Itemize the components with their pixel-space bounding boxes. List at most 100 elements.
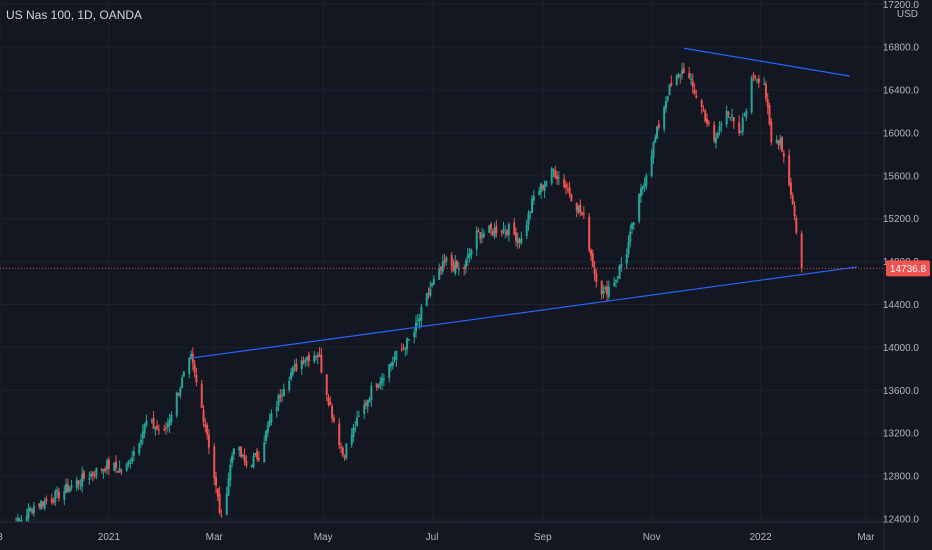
- candle[interactable]: [200, 379, 203, 409]
- candle[interactable]: [514, 227, 517, 247]
- candle[interactable]: [739, 130, 742, 135]
- candle[interactable]: [632, 221, 635, 231]
- candle[interactable]: [704, 108, 707, 123]
- candle[interactable]: [275, 400, 278, 418]
- candle[interactable]: [306, 356, 309, 366]
- candle[interactable]: [668, 84, 671, 96]
- candle[interactable]: [131, 450, 134, 465]
- candle[interactable]: [482, 229, 485, 239]
- candle[interactable]: [664, 96, 667, 113]
- candle[interactable]: [38, 503, 41, 510]
- candle[interactable]: [343, 454, 346, 462]
- candle[interactable]: [432, 275, 435, 285]
- candle[interactable]: [550, 166, 553, 186]
- candle[interactable]: [338, 417, 341, 450]
- candle[interactable]: [232, 447, 235, 461]
- candle[interactable]: [407, 338, 410, 342]
- candle[interactable]: [627, 235, 630, 258]
- candle[interactable]: [381, 372, 384, 391]
- candle[interactable]: [764, 80, 767, 103]
- candle[interactable]: [150, 418, 153, 424]
- candle[interactable]: [357, 410, 360, 417]
- candle[interactable]: [195, 367, 198, 387]
- candle[interactable]: [463, 264, 466, 276]
- candle[interactable]: [789, 177, 792, 199]
- candle[interactable]: [420, 303, 423, 328]
- candle[interactable]: [770, 118, 773, 146]
- candle[interactable]: [370, 381, 373, 407]
- candle[interactable]: [318, 346, 321, 358]
- candle[interactable]: [493, 222, 496, 240]
- candle[interactable]: [495, 220, 498, 238]
- candle[interactable]: [266, 421, 269, 438]
- candle[interactable]: [656, 125, 659, 140]
- candle[interactable]: [600, 280, 603, 300]
- candle[interactable]: [468, 247, 471, 263]
- candle[interactable]: [706, 113, 709, 127]
- candle[interactable]: [732, 116, 735, 129]
- candle[interactable]: [654, 134, 657, 143]
- candle[interactable]: [793, 201, 796, 221]
- candle[interactable]: [720, 120, 723, 133]
- candle[interactable]: [800, 230, 803, 273]
- candle[interactable]: [629, 224, 632, 248]
- candle[interactable]: [63, 485, 66, 506]
- candle[interactable]: [65, 478, 68, 494]
- candle[interactable]: [240, 446, 243, 459]
- candle[interactable]: [666, 95, 669, 103]
- candle[interactable]: [507, 222, 510, 242]
- candle[interactable]: [475, 226, 478, 257]
- candle[interactable]: [216, 487, 219, 502]
- candles[interactable]: [0, 62, 803, 550]
- candle[interactable]: [652, 141, 655, 164]
- candle[interactable]: [477, 227, 480, 233]
- candle[interactable]: [138, 442, 141, 457]
- candle[interactable]: [238, 446, 241, 457]
- candle[interactable]: [443, 253, 446, 268]
- candle[interactable]: [641, 186, 644, 195]
- candle[interactable]: [750, 75, 753, 115]
- candle[interactable]: [182, 370, 185, 377]
- candle[interactable]: [481, 228, 484, 244]
- candle[interactable]: [500, 230, 503, 237]
- candle[interactable]: [631, 222, 634, 234]
- candle[interactable]: [177, 392, 180, 396]
- candle[interactable]: [718, 121, 721, 136]
- candle[interactable]: [745, 108, 748, 122]
- candle[interactable]: [341, 445, 344, 458]
- candle[interactable]: [577, 205, 580, 215]
- candle[interactable]: [716, 130, 719, 139]
- candle[interactable]: [445, 255, 448, 266]
- candle[interactable]: [391, 356, 394, 370]
- candle[interactable]: [254, 452, 257, 457]
- candle[interactable]: [345, 443, 348, 460]
- candle[interactable]: [638, 193, 641, 224]
- candle[interactable]: [395, 350, 398, 367]
- candle[interactable]: [520, 231, 523, 246]
- candle[interactable]: [743, 112, 746, 117]
- candle[interactable]: [165, 421, 168, 435]
- candle[interactable]: [388, 364, 391, 383]
- candle[interactable]: [27, 503, 30, 524]
- candle[interactable]: [741, 113, 744, 136]
- candle[interactable]: [252, 452, 255, 469]
- candle[interactable]: [570, 193, 573, 202]
- candle[interactable]: [525, 219, 528, 240]
- candle[interactable]: [70, 479, 73, 491]
- candle[interactable]: [679, 73, 682, 84]
- candle[interactable]: [45, 495, 48, 505]
- candle[interactable]: [202, 405, 205, 428]
- candle[interactable]: [213, 443, 216, 485]
- candle[interactable]: [504, 225, 507, 239]
- candle[interactable]: [281, 389, 284, 403]
- candle[interactable]: [575, 202, 578, 218]
- candle[interactable]: [465, 258, 467, 274]
- candle[interactable]: [595, 269, 598, 288]
- candle[interactable]: [313, 351, 316, 364]
- candle[interactable]: [377, 383, 380, 389]
- candle[interactable]: [663, 105, 666, 133]
- candle[interactable]: [681, 62, 684, 80]
- candle[interactable]: [527, 210, 530, 231]
- candle[interactable]: [457, 262, 460, 276]
